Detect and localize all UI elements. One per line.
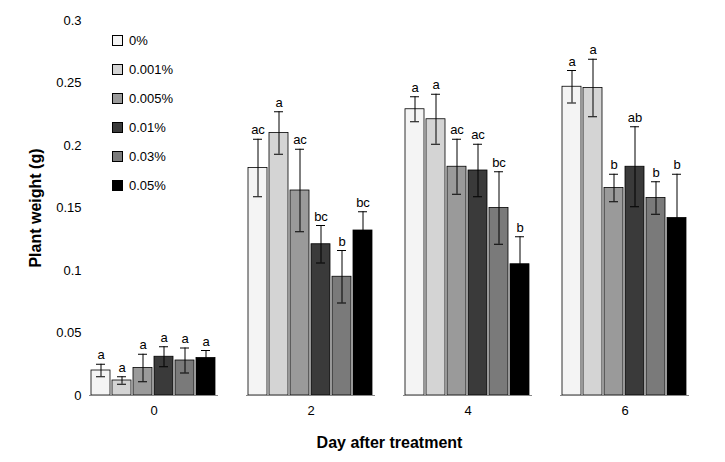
svg-text:a: a <box>181 331 189 346</box>
svg-text:ac: ac <box>450 122 464 137</box>
svg-text:4: 4 <box>464 403 471 418</box>
svg-text:0: 0 <box>74 388 81 403</box>
html-text:0.01%: 0.01% <box>129 120 166 135</box>
svg-text:Plant weight (g): Plant weight (g) <box>27 148 44 267</box>
svg-text:Day after treatment: Day after treatment <box>317 434 464 451</box>
html-text:0.001%: 0.001% <box>129 62 174 77</box>
svg-text:0.25: 0.25 <box>56 75 81 90</box>
svg-text:ac: ac <box>251 122 265 137</box>
svg-text:bc: bc <box>356 195 370 210</box>
svg-text:a: a <box>275 95 283 110</box>
svg-text:bc: bc <box>492 155 506 170</box>
svg-text:b: b <box>338 234 345 249</box>
svg-text:0.05: 0.05 <box>56 325 81 340</box>
svg-text:0.15: 0.15 <box>56 200 81 215</box>
svg-text:a: a <box>160 330 168 345</box>
svg-text:0.3: 0.3 <box>63 13 81 28</box>
svg-text:a: a <box>568 54 576 69</box>
svg-text:a: a <box>97 347 105 362</box>
svg-text:0.2: 0.2 <box>63 138 81 153</box>
svg-text:6: 6 <box>621 403 628 418</box>
html-text:0.005%: 0.005% <box>129 91 174 106</box>
svg-text:a: a <box>139 337 147 352</box>
svg-text:ab: ab <box>628 110 642 125</box>
svg-text:0: 0 <box>150 403 157 418</box>
svg-text:b: b <box>652 165 659 180</box>
svg-text:a: a <box>411 80 419 95</box>
html-text:0.05%: 0.05% <box>129 178 166 193</box>
svg-text:b: b <box>516 220 523 235</box>
svg-text:b: b <box>610 157 617 172</box>
svg-text:bc: bc <box>314 209 328 224</box>
svg-text:a: a <box>118 360 126 375</box>
svg-text:ac: ac <box>293 132 307 147</box>
html-text:0.03%: 0.03% <box>129 149 166 164</box>
svg-text:b: b <box>673 157 680 172</box>
svg-text:ac: ac <box>471 127 485 142</box>
svg-text:0.1: 0.1 <box>63 263 81 278</box>
svg-text:a: a <box>202 334 210 349</box>
svg-text:a: a <box>589 42 597 57</box>
svg-text:2: 2 <box>307 403 314 418</box>
svg-text:a: a <box>432 77 440 92</box>
html-text:0%: 0% <box>129 33 148 48</box>
